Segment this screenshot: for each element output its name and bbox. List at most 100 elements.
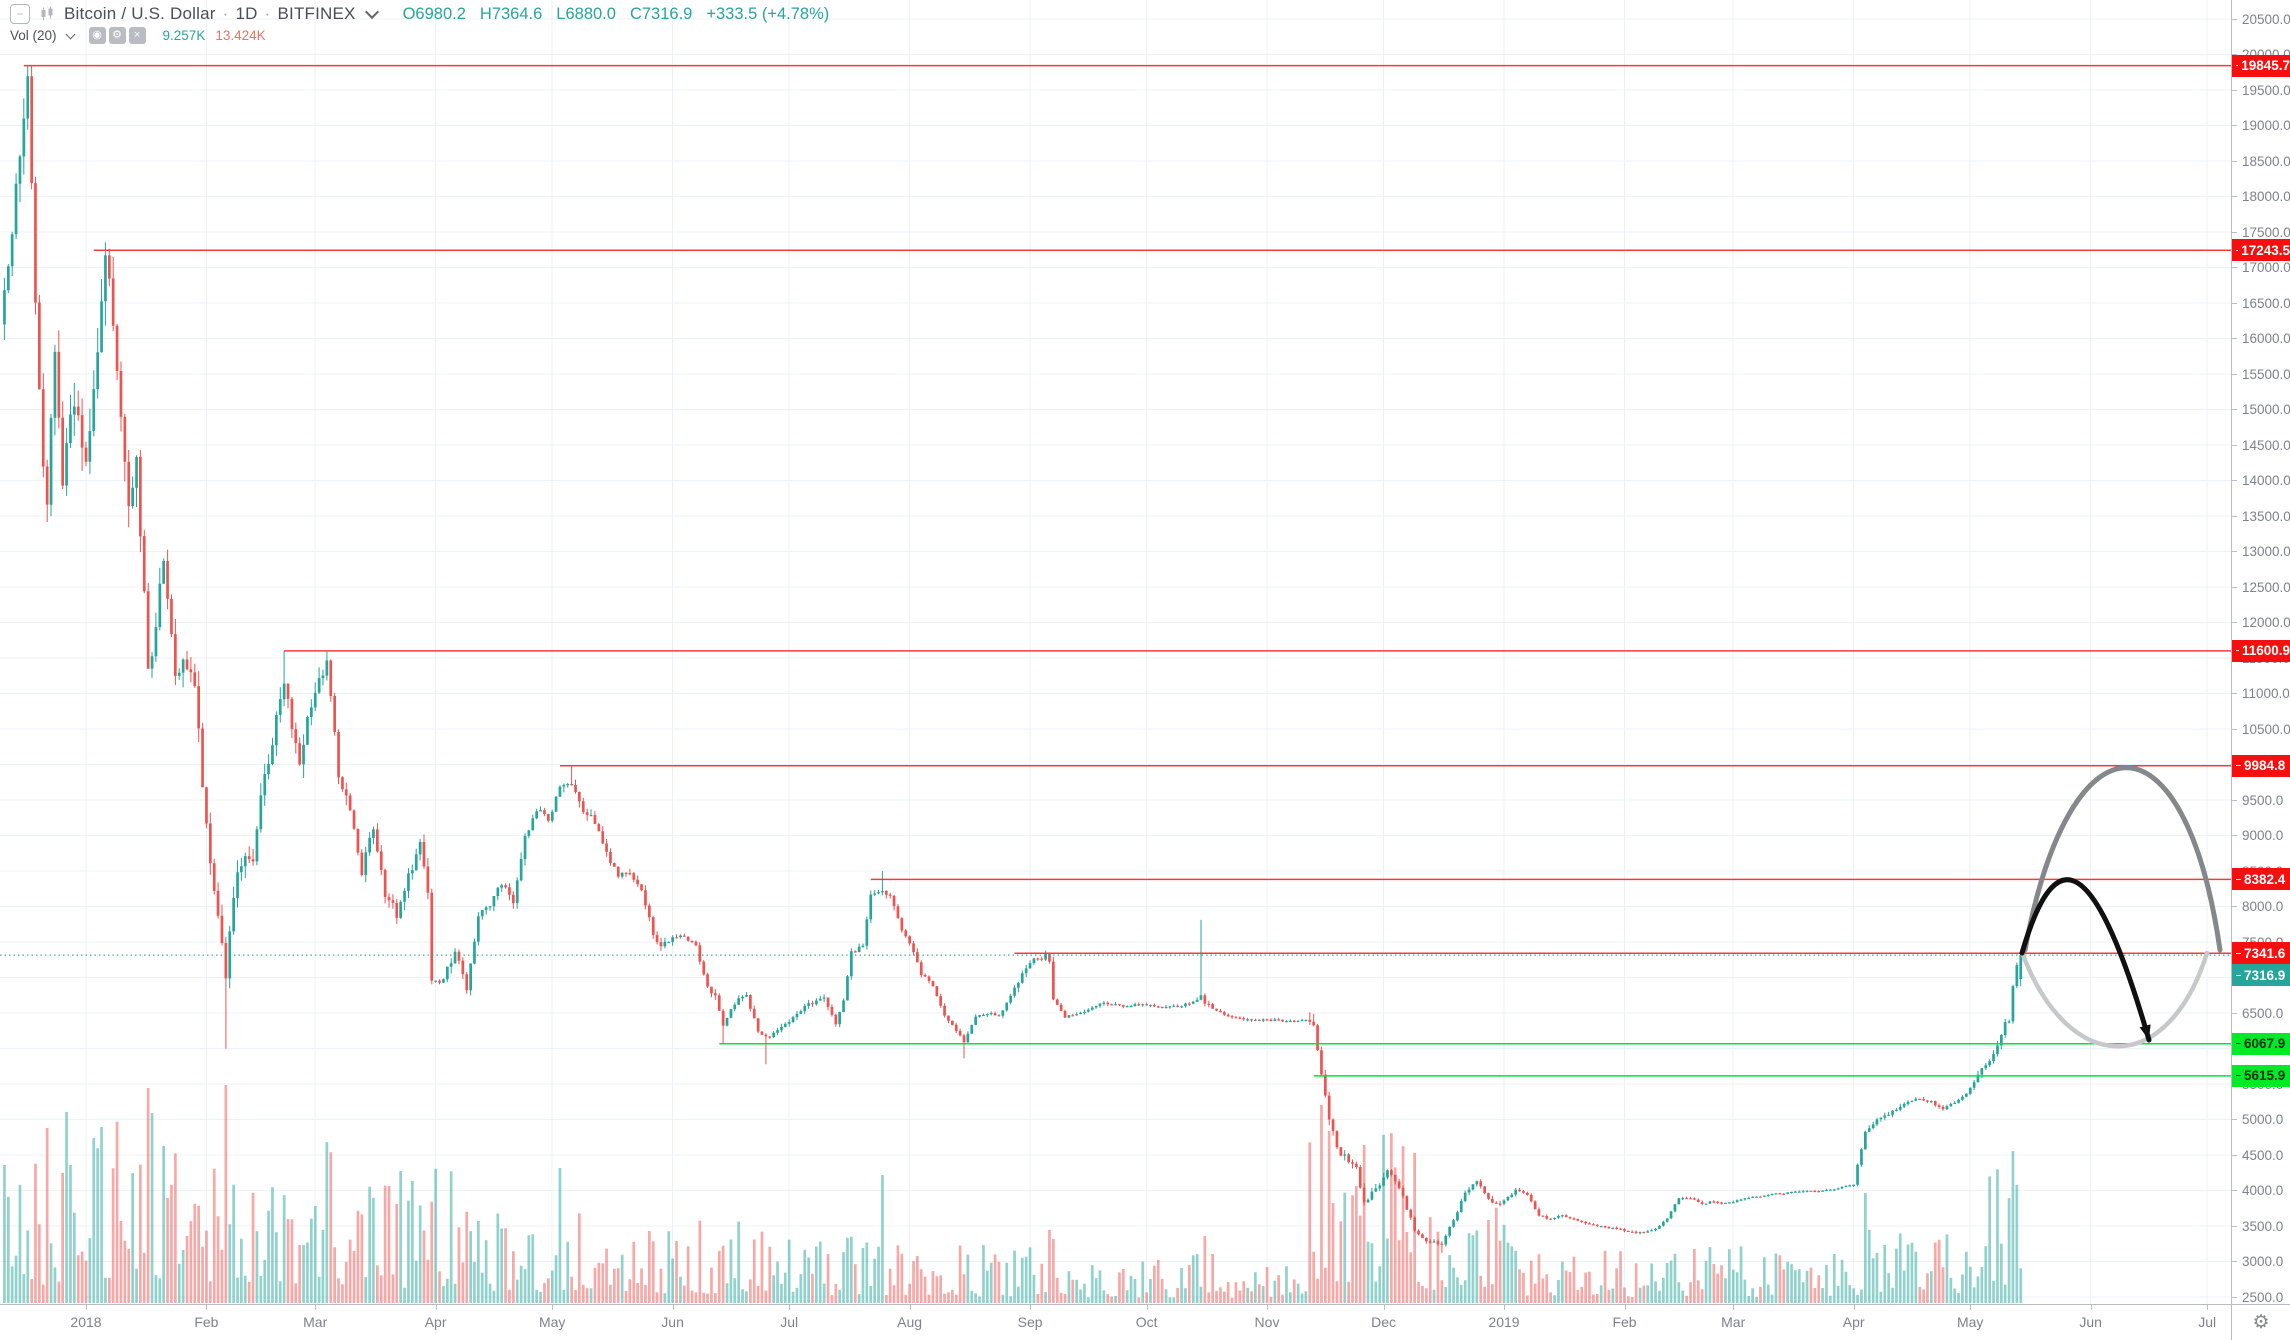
time-tick-mark — [552, 1305, 554, 1310]
price-tick: 9500.0 — [2232, 792, 2283, 808]
candlestick-style-icon[interactable] — [38, 5, 56, 23]
price-tick: 9000.0 — [2232, 828, 2283, 844]
volume-indicator-row: Vol (20) ◉ ⚙ × 9.257K 13.424K — [10, 27, 266, 44]
price-tick: 10500.0 — [2232, 721, 2290, 737]
time-tick-mark — [1504, 1305, 1505, 1310]
price-tick: 18500.0 — [2232, 153, 2290, 169]
symbol-selector[interactable]: Bitcoin / U.S. Dollar · 1D · BITFINEX — [64, 4, 379, 24]
price-tick: 17500.0 — [2232, 224, 2290, 240]
price-label-11600.9: 11600.9 — [2232, 639, 2290, 662]
volume-indicator-label[interactable]: Vol (20) — [10, 28, 75, 43]
price-label-19845.7: 19845.7 — [2232, 54, 2290, 77]
price-tick: 14000.0 — [2232, 473, 2290, 489]
indicator-controls: ◉ ⚙ × — [88, 27, 146, 44]
close-value: C7316.9 — [629, 4, 693, 23]
price-tick: 2500.0 — [2232, 1289, 2283, 1305]
time-tick-mark — [1970, 1305, 1972, 1310]
scenario-dip-then-recover-u[interactable] — [2020, 950, 2210, 1049]
price-tick: 3000.0 — [2232, 1254, 2283, 1270]
time-tick-mark — [435, 1305, 437, 1310]
time-label-May: May — [1956, 1314, 1984, 1330]
time-tick-mark — [1030, 1305, 1032, 1310]
price-tick: 20500.0 — [2232, 11, 2290, 27]
price-tick: 12500.0 — [2232, 579, 2290, 595]
chevron-down-icon[interactable] — [364, 4, 379, 20]
time-tick-mark — [909, 1305, 911, 1310]
change-value: +333.5 (+4.78%) — [706, 4, 830, 23]
collapse-panel-icon[interactable]: − — [10, 4, 30, 24]
ohlc-readout: O6980.2 H7364.6 L6880.0 C7316.9 +333.5 (… — [403, 5, 830, 24]
price-tick: 19500.0 — [2232, 82, 2290, 98]
volume-current-value: 9.257K — [162, 28, 206, 43]
candle-wicks-up — [3, 65, 2022, 1247]
time-tick-mark — [789, 1305, 791, 1310]
time-label-2018: 2018 — [70, 1314, 102, 1330]
close-icon[interactable]: × — [128, 27, 146, 44]
price-tick: 5000.0 — [2232, 1112, 2283, 1128]
chart-canvas[interactable] — [0, 0, 2232, 1305]
price-label-9984.8: 9984.8 — [2232, 754, 2290, 777]
price-label-6067.9: 6067.9 — [2232, 1032, 2290, 1055]
time-tick-mark — [1853, 1305, 1855, 1310]
price-tick: 3500.0 — [2232, 1218, 2283, 1234]
scenario-rally-to-10000-dome[interactable] — [2022, 765, 2223, 953]
time-tick-mark — [1383, 1305, 1385, 1310]
price-tick: 4000.0 — [2232, 1183, 2283, 1199]
high-value: H7364.6 — [479, 4, 543, 23]
exchange-name: BITFINEX — [277, 4, 356, 23]
volume-ma-value: 13.424K — [215, 28, 266, 43]
scenario-pump-to-8400-then-drop[interactable] — [2019, 877, 2152, 1043]
gear-icon: ⚙ — [2252, 1312, 2270, 1333]
candle-wicks-down — [31, 65, 1944, 1253]
price-tick: 13500.0 — [2232, 508, 2290, 524]
time-label-Jun: Jun — [2079, 1314, 2102, 1330]
time-label-Jun: Jun — [661, 1314, 684, 1330]
time-label-Feb: Feb — [1612, 1314, 1637, 1330]
time-label-2019: 2019 — [1488, 1314, 1520, 1330]
time-label-Apr: Apr — [1842, 1314, 1865, 1330]
price-tick: 6500.0 — [2232, 1005, 2283, 1021]
volume-label-text: Vol (20) — [10, 28, 57, 43]
time-label-Mar: Mar — [1721, 1314, 1746, 1330]
time-tick-mark — [1267, 1305, 1268, 1310]
time-label-Mar: Mar — [303, 1314, 328, 1330]
time-label-Sep: Sep — [1017, 1314, 1043, 1330]
time-label-Aug: Aug — [897, 1314, 923, 1330]
chevron-down-icon[interactable] — [65, 29, 75, 40]
arrow-head — [2139, 1024, 2151, 1040]
price-tick: 16000.0 — [2232, 331, 2290, 347]
symbol-name: Bitcoin / U.S. Dollar — [64, 4, 216, 23]
time-label-Jul: Jul — [2198, 1314, 2217, 1330]
time-label-Oct: Oct — [1135, 1314, 1158, 1330]
time-tick-mark — [315, 1305, 317, 1310]
separator: · — [264, 4, 271, 23]
price-axis[interactable]: 2500.03000.03500.04000.04500.05000.05500… — [2231, 0, 2290, 1305]
time-tick-mark — [1733, 1305, 1735, 1310]
time-tick-mark — [672, 1305, 674, 1310]
current-price-label: 7316.9 — [2232, 964, 2290, 987]
time-label-May: May — [538, 1314, 566, 1330]
gear-icon[interactable]: ⚙ — [108, 27, 126, 44]
price-tick: 14500.0 — [2232, 437, 2290, 453]
time-axis[interactable]: 2018 Feb Mar Apr May Jun Jul Aug Sep Oct Nov Dec 201… — [0, 1304, 2232, 1340]
time-tick-mark — [1146, 1305, 1148, 1310]
price-tick: 4500.0 — [2232, 1147, 2283, 1163]
time-label-Dec: Dec — [1371, 1314, 1397, 1330]
volume-bars-up — [3, 1112, 2023, 1303]
separator: · — [222, 4, 229, 23]
grid — [0, 0, 2232, 1305]
time-label-Feb: Feb — [194, 1314, 219, 1330]
volume-values: 9.257K 13.424K — [163, 28, 266, 43]
time-label-Nov: Nov — [1254, 1314, 1280, 1330]
eye-icon[interactable]: ◉ — [88, 27, 106, 44]
price-tick: 16500.0 — [2232, 295, 2290, 311]
time-label-Apr: Apr — [424, 1314, 447, 1330]
candle-bodies-down — [30, 76, 1945, 1245]
open-value: O6980.2 — [402, 4, 466, 23]
low-value: L6880.0 — [556, 4, 616, 23]
price-tick: 15500.0 — [2232, 366, 2290, 382]
price-label-5615.9: 5615.9 — [2232, 1064, 2290, 1087]
interval-selector[interactable]: 1D — [235, 4, 258, 23]
axis-settings-button[interactable]: ⚙ — [2231, 1304, 2290, 1340]
